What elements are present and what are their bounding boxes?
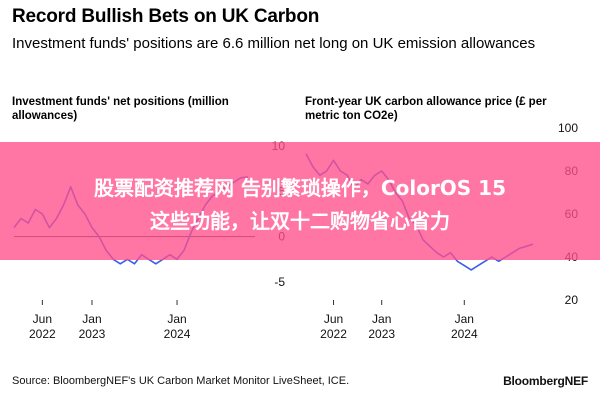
left-x-tick-label: Jun [33,312,52,326]
right-x-tick-label: Jun [324,312,343,326]
left-panel-title: Investment funds' net positions (million… [12,96,229,122]
left-x-tick-year: 2022 [29,327,56,341]
brand-logo-text: BloombergNEF [503,374,588,388]
right-x-tick-year: 2024 [451,327,478,341]
right-x-tick-year: 2023 [368,327,395,341]
source-note: Source: BloombergNEF's UK Carbon Market … [12,375,350,387]
banner-text-line-2: 这些功能，让双十二购物省心省力 [150,209,450,233]
chart-title: Record Bullish Bets on UK Carbon [12,6,320,27]
left-y-tick-label: -5 [274,275,285,289]
right-x-tick-label: Jan [455,312,474,326]
banner-text-line-1: 股票配资推荐网 告别繁琐操作，ColorOS 15 [93,176,507,200]
chart-subtitle: Investment funds' positions are 6.6 mill… [12,35,536,52]
right-x-tick-year: 2022 [320,327,347,341]
right-y-tick-label: 100 [558,121,578,135]
left-x-tick-label: Jan [167,312,186,326]
right-panel-title: Front-year UK carbon allowance price (£ … [305,96,547,122]
left-x-tick-year: 2023 [79,327,106,341]
right-y-tick-label: 20 [565,293,579,307]
left-x-tick-year: 2024 [164,327,191,341]
right-x-tick-label: Jan [372,312,391,326]
left-x-tick-label: Jan [82,312,101,326]
overlay-banner [0,142,600,260]
